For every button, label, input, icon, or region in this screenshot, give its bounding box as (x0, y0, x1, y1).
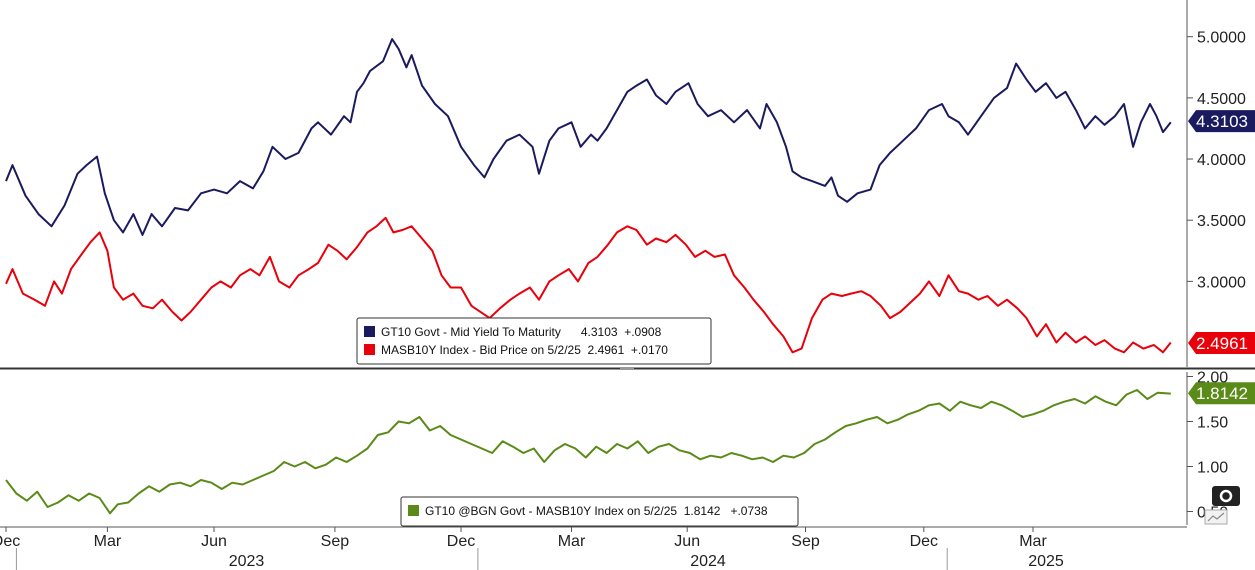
chart-icon-frame[interactable] (1204, 509, 1228, 525)
y-tick-label: 1.50 (1197, 415, 1228, 432)
x-month-label: Dec (0, 533, 20, 550)
legend-box: GT10 @BGN Govt - MASB10Y Index on 5/2/25… (400, 496, 799, 527)
last-value-badge: 4.3103 (1188, 110, 1255, 133)
y-tick-label: 4.0000 (1197, 152, 1246, 169)
settings-icon-bg[interactable] (1212, 486, 1240, 506)
series-line-masb10y-price (5, 216, 1172, 354)
chart-icon[interactable] (1204, 509, 1228, 525)
legend-swatch (364, 326, 375, 337)
x-month-label: Sep (791, 533, 820, 550)
y-tick-label: 3.5000 (1197, 213, 1246, 230)
series-line-gt10-yield (5, 38, 1172, 236)
top-panel: 5.0000 4.5000 4.0000 3.5000 3.0000 4.3103 2.49… (5, 0, 1255, 367)
x-year-label: 2024 (690, 553, 726, 570)
last-value-label: 2.4961 (1196, 334, 1248, 353)
series-line-spread (5, 389, 1171, 515)
legend-frame (356, 317, 712, 365)
y-tick-label: 1.00 (1197, 460, 1228, 477)
icons (1204, 486, 1240, 525)
x-year-label: 2023 (229, 553, 265, 570)
legends: GT10 Govt - Mid Yield To Maturity 4.3103… (356, 317, 799, 527)
last-value-badge-bg (1188, 382, 1255, 405)
last-value-label: 4.3103 (1196, 112, 1248, 131)
y-tick-label: 5.0000 (1197, 30, 1246, 47)
legend-swatch (408, 505, 419, 516)
chart-icon-line[interactable] (1207, 512, 1225, 522)
x-month-label: Dec (447, 533, 475, 550)
legend-frame (400, 496, 799, 527)
legend-entry: GT10 Govt - Mid Yield To Maturity 4.3103… (381, 325, 662, 339)
x-year-label: 2025 (1028, 553, 1064, 570)
legend-entry: MASB10Y Index - Bid Price on 5/2/25 2.49… (381, 343, 668, 357)
x-month-label: Sep (321, 533, 350, 550)
x-month-label: Mar (94, 533, 122, 550)
last-value-badge: 1.8142 (1188, 382, 1255, 405)
legend-entry: GT10 @BGN Govt - MASB10Y Index on 5/2/25… (425, 504, 768, 518)
x-month-label: Jun (674, 533, 700, 550)
last-value-badge-bg (1188, 110, 1255, 133)
last-value-badge: 2.4961 (1188, 332, 1255, 355)
last-value-label: 1.8142 (1196, 384, 1248, 403)
x-month-label: Mar (558, 533, 586, 550)
settings-icon-ring[interactable] (1219, 489, 1233, 503)
legend-swatch (364, 344, 375, 355)
y-tick-label: 4.5000 (1197, 91, 1246, 108)
legend-box: GT10 Govt - Mid Yield To Maturity 4.3103… (356, 317, 712, 365)
y-tick-label: 3.0000 (1197, 274, 1246, 291)
x-month-label: Dec (910, 533, 938, 550)
x-axis: Dec Mar Jun Sep Dec Mar Jun Sep Dec Mar 2023 2024 20… (0, 526, 1187, 570)
settings-icon[interactable] (1212, 486, 1240, 506)
last-value-badge-bg (1188, 332, 1255, 355)
x-month-label: Mar (1019, 533, 1047, 550)
x-month-label: Jun (201, 533, 227, 550)
